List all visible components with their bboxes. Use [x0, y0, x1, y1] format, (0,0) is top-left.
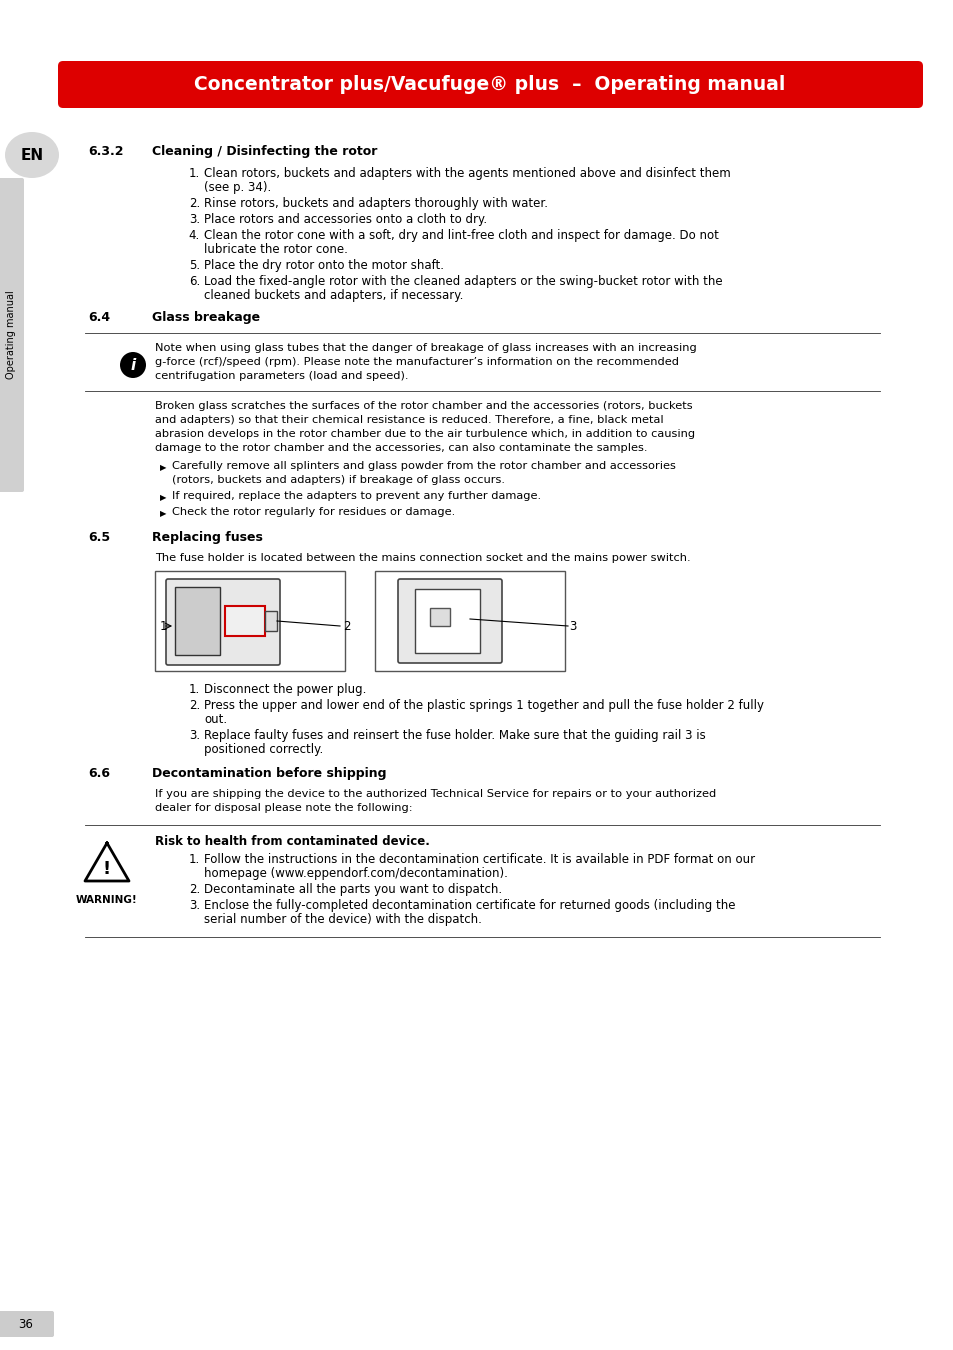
- Text: serial number of the device) with the dispatch.: serial number of the device) with the di…: [204, 913, 481, 926]
- Text: Replace faulty fuses and reinsert the fuse holder. Make sure that the guiding ra: Replace faulty fuses and reinsert the fu…: [204, 729, 705, 742]
- Text: The fuse holder is located between the mains connection socket and the mains pow: The fuse holder is located between the m…: [154, 554, 690, 563]
- Text: Risk to health from contaminated device.: Risk to health from contaminated device.: [154, 836, 430, 848]
- Text: Cleaning / Disinfecting the rotor: Cleaning / Disinfecting the rotor: [152, 144, 377, 158]
- Text: lubricate the rotor cone.: lubricate the rotor cone.: [204, 243, 348, 256]
- Text: out.: out.: [204, 713, 227, 726]
- Text: 6.3.2: 6.3.2: [88, 144, 123, 158]
- FancyBboxPatch shape: [265, 612, 276, 630]
- Text: Note when using glass tubes that the danger of breakage of glass increases with : Note when using glass tubes that the dan…: [154, 343, 696, 352]
- Text: centrifugation parameters (load and speed).: centrifugation parameters (load and spee…: [154, 371, 408, 381]
- FancyBboxPatch shape: [58, 61, 923, 108]
- Text: 2.: 2.: [189, 197, 200, 211]
- Text: Decontamination before shipping: Decontamination before shipping: [152, 767, 386, 780]
- Text: EN: EN: [20, 147, 44, 162]
- Text: 6.5: 6.5: [88, 531, 110, 544]
- Text: Rinse rotors, buckets and adapters thoroughly with water.: Rinse rotors, buckets and adapters thoro…: [204, 197, 547, 211]
- Text: Clean rotors, buckets and adapters with the agents mentioned above and disinfect: Clean rotors, buckets and adapters with …: [204, 167, 730, 180]
- Text: If you are shipping the device to the authorized Technical Service for repairs o: If you are shipping the device to the au…: [154, 788, 716, 799]
- Text: WARNING!: WARNING!: [76, 895, 138, 905]
- Text: abrasion develops in the rotor chamber due to the air turbulence which, in addit: abrasion develops in the rotor chamber d…: [154, 429, 695, 439]
- Text: 1.: 1.: [189, 167, 200, 180]
- FancyBboxPatch shape: [225, 606, 265, 636]
- FancyBboxPatch shape: [166, 579, 280, 666]
- Text: Decontaminate all the parts you want to dispatch.: Decontaminate all the parts you want to …: [204, 883, 501, 896]
- Circle shape: [120, 352, 146, 378]
- Text: Disconnect the power plug.: Disconnect the power plug.: [204, 683, 366, 697]
- Text: 3.: 3.: [189, 899, 200, 913]
- Text: i: i: [131, 358, 135, 373]
- Text: damage to the rotor chamber and the accessories, can also contaminate the sample: damage to the rotor chamber and the acce…: [154, 443, 647, 454]
- Text: Place the dry rotor onto the motor shaft.: Place the dry rotor onto the motor shaft…: [204, 259, 443, 271]
- Ellipse shape: [5, 132, 59, 178]
- Text: 36: 36: [18, 1318, 33, 1331]
- Text: 1: 1: [160, 620, 168, 633]
- Text: ▶: ▶: [159, 463, 166, 472]
- FancyBboxPatch shape: [0, 178, 24, 491]
- FancyBboxPatch shape: [174, 587, 220, 655]
- Text: (rotors, buckets and adapters) if breakage of glass occurs.: (rotors, buckets and adapters) if breaka…: [172, 475, 504, 485]
- Text: 1.: 1.: [189, 853, 200, 865]
- Text: (see p. 34).: (see p. 34).: [204, 181, 271, 194]
- Text: 6.6: 6.6: [88, 767, 110, 780]
- Text: Clean the rotor cone with a soft, dry and lint-free cloth and inspect for damage: Clean the rotor cone with a soft, dry an…: [204, 230, 719, 242]
- Text: positioned correctly.: positioned correctly.: [204, 743, 323, 756]
- Text: 3: 3: [568, 620, 576, 633]
- Text: homepage (www.eppendorf.com/decontamination).: homepage (www.eppendorf.com/decontaminat…: [204, 867, 507, 880]
- Text: dealer for disposal please note the following:: dealer for disposal please note the foll…: [154, 803, 413, 813]
- Text: 3.: 3.: [189, 729, 200, 742]
- Text: Follow the instructions in the decontamination certificate. It is available in P: Follow the instructions in the decontami…: [204, 853, 755, 865]
- Text: Load the fixed-angle rotor with the cleaned adapters or the swing-bucket rotor w: Load the fixed-angle rotor with the clea…: [204, 275, 721, 288]
- Text: Replacing fuses: Replacing fuses: [152, 531, 263, 544]
- Text: 2.: 2.: [189, 883, 200, 896]
- Text: and adapters) so that their chemical resistance is reduced. Therefore, a fine, b: and adapters) so that their chemical res…: [154, 414, 663, 425]
- Text: Broken glass scratches the surfaces of the rotor chamber and the accessories (ro: Broken glass scratches the surfaces of t…: [154, 401, 692, 410]
- Text: Concentrator plus/Vacufuge® plus  –  Operating manual: Concentrator plus/Vacufuge® plus – Opera…: [194, 74, 785, 93]
- Text: If required, replace the adapters to prevent any further damage.: If required, replace the adapters to pre…: [172, 491, 540, 501]
- FancyBboxPatch shape: [375, 571, 564, 671]
- Text: cleaned buckets and adapters, if necessary.: cleaned buckets and adapters, if necessa…: [204, 289, 463, 302]
- Text: Operating manual: Operating manual: [6, 290, 16, 379]
- Text: g-force (rcf)/speed (rpm). Please note the manufacturer’s information on the rec: g-force (rcf)/speed (rpm). Please note t…: [154, 356, 679, 367]
- Text: !: !: [103, 860, 111, 878]
- FancyBboxPatch shape: [415, 589, 479, 653]
- Text: 6.4: 6.4: [88, 310, 110, 324]
- FancyBboxPatch shape: [0, 1311, 54, 1336]
- Text: Place rotors and accessories onto a cloth to dry.: Place rotors and accessories onto a clot…: [204, 213, 487, 225]
- Text: 5.: 5.: [189, 259, 200, 271]
- Text: ▶: ▶: [159, 509, 166, 518]
- Text: 6.: 6.: [189, 275, 200, 288]
- Text: Glass breakage: Glass breakage: [152, 310, 260, 324]
- Text: 2: 2: [343, 620, 350, 633]
- FancyBboxPatch shape: [430, 608, 450, 626]
- Text: 3.: 3.: [189, 213, 200, 225]
- Polygon shape: [85, 842, 129, 882]
- Text: ▶: ▶: [159, 493, 166, 502]
- Text: Carefully remove all splinters and glass powder from the rotor chamber and acces: Carefully remove all splinters and glass…: [172, 460, 675, 471]
- Text: 1.: 1.: [189, 683, 200, 697]
- Text: Check the rotor regularly for residues or damage.: Check the rotor regularly for residues o…: [172, 508, 455, 517]
- Text: 4.: 4.: [189, 230, 200, 242]
- FancyBboxPatch shape: [397, 579, 501, 663]
- Text: Press the upper and lower end of the plastic springs 1 together and pull the fus: Press the upper and lower end of the pla…: [204, 699, 763, 711]
- Text: 2.: 2.: [189, 699, 200, 711]
- FancyBboxPatch shape: [154, 571, 345, 671]
- Text: Enclose the fully-completed decontamination certificate for returned goods (incl: Enclose the fully-completed decontaminat…: [204, 899, 735, 913]
